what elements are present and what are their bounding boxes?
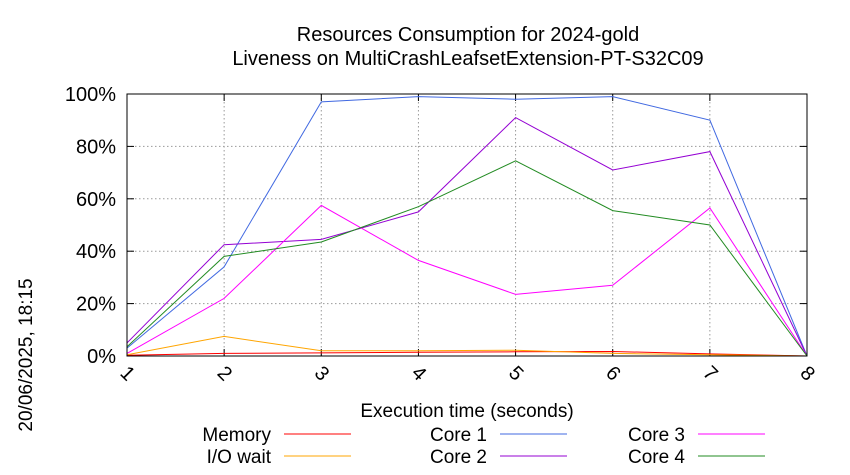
legend-label-core-3: Core 3: [628, 425, 685, 446]
chart-subtitle: Liveness on MultiCrashLeafsetExtension-P…: [232, 48, 703, 70]
y-tick-label: 20%: [76, 294, 116, 316]
grid-lines: [127, 94, 807, 356]
y-tick-label: 100%: [65, 84, 116, 106]
series-line-core-1: [126, 96, 808, 357]
series-line-core-4: [126, 160, 808, 357]
x-axis-label: Execution time (seconds): [360, 401, 573, 422]
plot-frame: [126, 93, 808, 357]
legend-label-core-2: Core 2: [430, 447, 487, 468]
y-tick-label: 60%: [76, 189, 116, 211]
legend-label-core-4: Core 4: [628, 447, 685, 468]
y-tick-label: 80%: [76, 136, 116, 158]
chart-title: Resources Consumption for 2024-gold: [297, 24, 639, 46]
series-line-core-3: [126, 204, 808, 357]
series-line-core-2: [126, 116, 808, 357]
series-line-memory: [126, 350, 808, 357]
legend-label-memory: Memory: [202, 425, 271, 446]
legend-label-i-o-wait: I/O wait: [207, 447, 272, 468]
legend-label-core-1: Core 1: [430, 425, 487, 446]
timestamp-label: 20/06/2025, 18:15: [16, 278, 37, 431]
series-line-i-o-wait: [126, 335, 808, 357]
series-lines: [126, 96, 808, 357]
y-tick-label: 40%: [76, 241, 116, 263]
y-tick-label: 0%: [87, 346, 116, 368]
y-axis-ticks: 0% 20% 40% 60% 80% 100%: [65, 84, 807, 368]
